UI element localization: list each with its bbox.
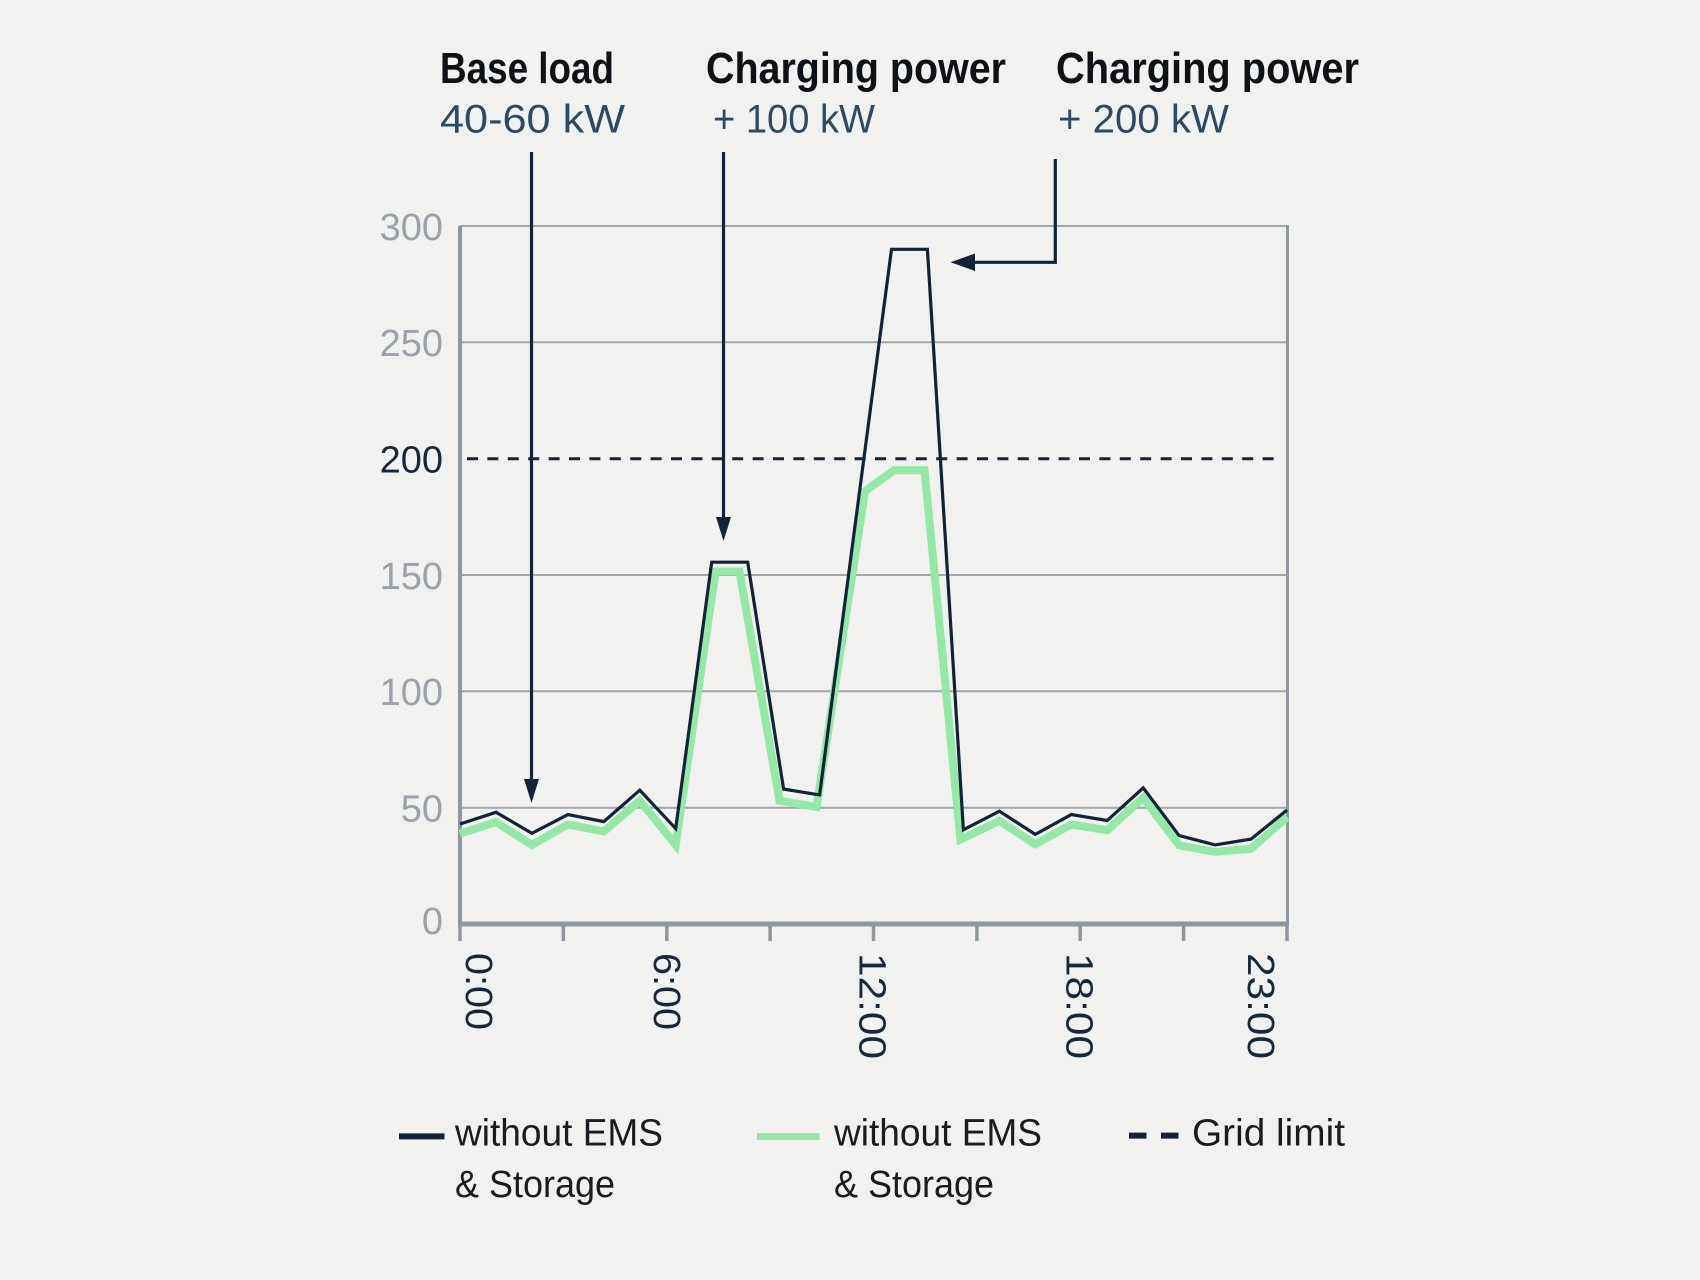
svg-text:+ 200 kW: + 200 kW xyxy=(1058,98,1229,142)
svg-text:0:00: 0:00 xyxy=(457,953,499,1030)
svg-text:23:00: 23:00 xyxy=(1239,953,1281,1059)
svg-text:200: 200 xyxy=(380,440,443,482)
svg-text:40-60 kW: 40-60 kW xyxy=(440,98,625,142)
svg-text:Charging power: Charging power xyxy=(706,45,1006,93)
svg-text:without EMS: without EMS xyxy=(454,1113,663,1155)
svg-text:& Storage: & Storage xyxy=(455,1164,615,1206)
svg-text:6:00: 6:00 xyxy=(645,953,687,1030)
svg-text:300: 300 xyxy=(380,207,443,249)
svg-text:& Storage: & Storage xyxy=(834,1164,994,1206)
svg-text:Base load: Base load xyxy=(440,45,614,93)
svg-text:0: 0 xyxy=(422,901,443,943)
svg-text:150: 150 xyxy=(380,556,443,598)
svg-text:without EMS: without EMS xyxy=(833,1113,1042,1155)
svg-text:250: 250 xyxy=(380,323,443,365)
svg-text:12:00: 12:00 xyxy=(851,953,893,1059)
svg-text:50: 50 xyxy=(401,789,443,831)
svg-text:Grid limit: Grid limit xyxy=(1192,1113,1345,1155)
svg-text:Charging power: Charging power xyxy=(1056,45,1359,93)
svg-text:18:00: 18:00 xyxy=(1057,953,1099,1059)
svg-text:+ 100 kW: + 100 kW xyxy=(713,98,875,142)
svg-text:100: 100 xyxy=(380,672,443,714)
